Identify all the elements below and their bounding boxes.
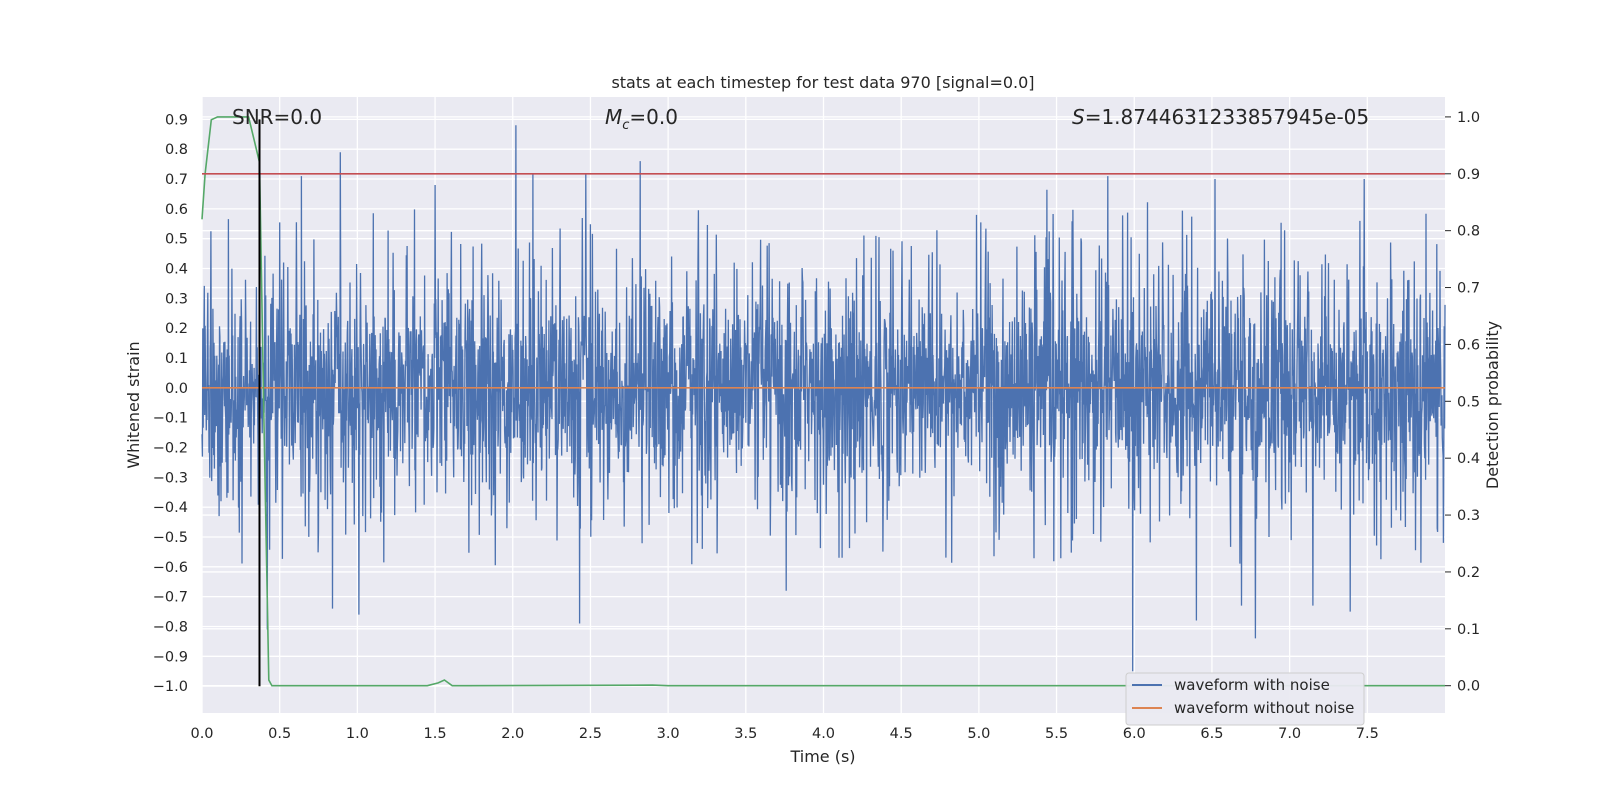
mc-subscript: c [622, 118, 629, 133]
noise-series [201, 125, 1446, 672]
y-left-tick-label: 0.2 [165, 321, 188, 337]
y-right-tick-label: 0.3 [1457, 508, 1480, 524]
s-symbol: S [1072, 105, 1085, 129]
y-axis-right-title: Detection probability [1483, 321, 1502, 489]
x-tick-label: 6.0 [1123, 726, 1146, 742]
y-axis-left-title: Whitened strain [124, 341, 143, 468]
x-tick-label: 1.5 [424, 726, 447, 742]
s-value: =1.8744631233857945e-05 [1085, 105, 1369, 129]
s-annotation: S=1.8744631233857945e-05 [1072, 105, 1369, 129]
legend-box [1125, 672, 1365, 726]
mc-symbol: M [605, 105, 622, 129]
x-axis-title: Time (s) [789, 747, 855, 766]
y-right-tick-label: 0.5 [1457, 394, 1480, 410]
y-right-tick-label: 0.1 [1457, 622, 1480, 638]
y-left-tick-label: 0.3 [165, 291, 188, 307]
legend-label-clean: waveform without noise [1174, 699, 1354, 717]
y-left-tick-label: −0.9 [153, 649, 188, 665]
x-tick-label: 3.0 [657, 726, 680, 742]
y-right-tick-label: 0.8 [1457, 224, 1480, 240]
x-tick-label: 0.0 [190, 726, 213, 742]
y-left-tick-label: −0.1 [153, 411, 188, 427]
x-tick-label: 5.5 [1045, 726, 1068, 742]
legend: waveform with noise waveform without noi… [1125, 672, 1365, 726]
waveform-with-noise-line [201, 125, 1446, 672]
x-tick-label: 1.0 [346, 726, 369, 742]
y-right-tick-label: 1.0 [1457, 110, 1480, 126]
snr-annotation: SNR=0.0 [232, 105, 322, 129]
ticks-layer: 0.0 0.5 1.0 1.5 2.0 2.5 3.0 3.5 4.0 4.5 5.0 5.5 6.0 6… [153, 110, 1480, 742]
y-right-tick-label: 0.9 [1457, 167, 1480, 183]
y-left-tick-label: −1.0 [153, 679, 188, 695]
x-tick-label: 7.5 [1356, 726, 1379, 742]
y-left-tick-label: −0.4 [153, 500, 188, 516]
mc-value: =0.0 [629, 105, 678, 129]
legend-label-noise: waveform with noise [1174, 676, 1330, 694]
y-right-tick-label: 0.6 [1457, 337, 1480, 353]
y-left-tick-label: 0.6 [165, 202, 188, 218]
y-left-tick-label: −0.3 [153, 470, 188, 486]
y-left-tick-label: 0.9 [165, 112, 188, 128]
chart-title: stats at each timestep for test data 970… [611, 73, 1034, 92]
x-tick-label: 5.0 [967, 726, 990, 742]
y-left-tick-label: 0.0 [165, 381, 188, 397]
y-right-tick-label: 0.2 [1457, 565, 1480, 581]
x-tick-label: 2.0 [501, 726, 524, 742]
x-tick-label: 4.0 [812, 726, 835, 742]
x-tick-label: 6.5 [1200, 726, 1223, 742]
y-left-tick-label: −0.2 [153, 441, 188, 457]
y-left-tick-label: 0.5 [165, 232, 188, 248]
y-left-tick-label: 0.7 [165, 172, 188, 188]
y-left-tick-label: 0.8 [165, 142, 188, 158]
y-left-tick-label: 0.4 [165, 262, 188, 278]
y-left-tick-label: −0.5 [153, 530, 188, 546]
x-tick-label: 2.5 [579, 726, 602, 742]
y-right-tick-label: 0.4 [1457, 451, 1480, 467]
x-tick-label: 0.5 [268, 726, 291, 742]
lines-layer [201, 116, 1445, 687]
x-tick-label: 7.0 [1278, 726, 1301, 742]
y-left-tick-label: 0.1 [165, 351, 188, 367]
y-left-tick-label: −0.6 [153, 560, 188, 576]
y-right-tick-label: 0.0 [1457, 679, 1480, 695]
y-right-tick-label: 0.7 [1457, 281, 1480, 297]
x-tick-label: 4.5 [890, 726, 913, 742]
x-tick-label: 3.5 [734, 726, 757, 742]
y-left-tick-label: −0.8 [153, 619, 188, 635]
mc-annotation: Mc=0.0 [605, 105, 678, 133]
detection-probability-line [201, 116, 1445, 687]
y-left-tick-label: −0.7 [153, 590, 188, 606]
